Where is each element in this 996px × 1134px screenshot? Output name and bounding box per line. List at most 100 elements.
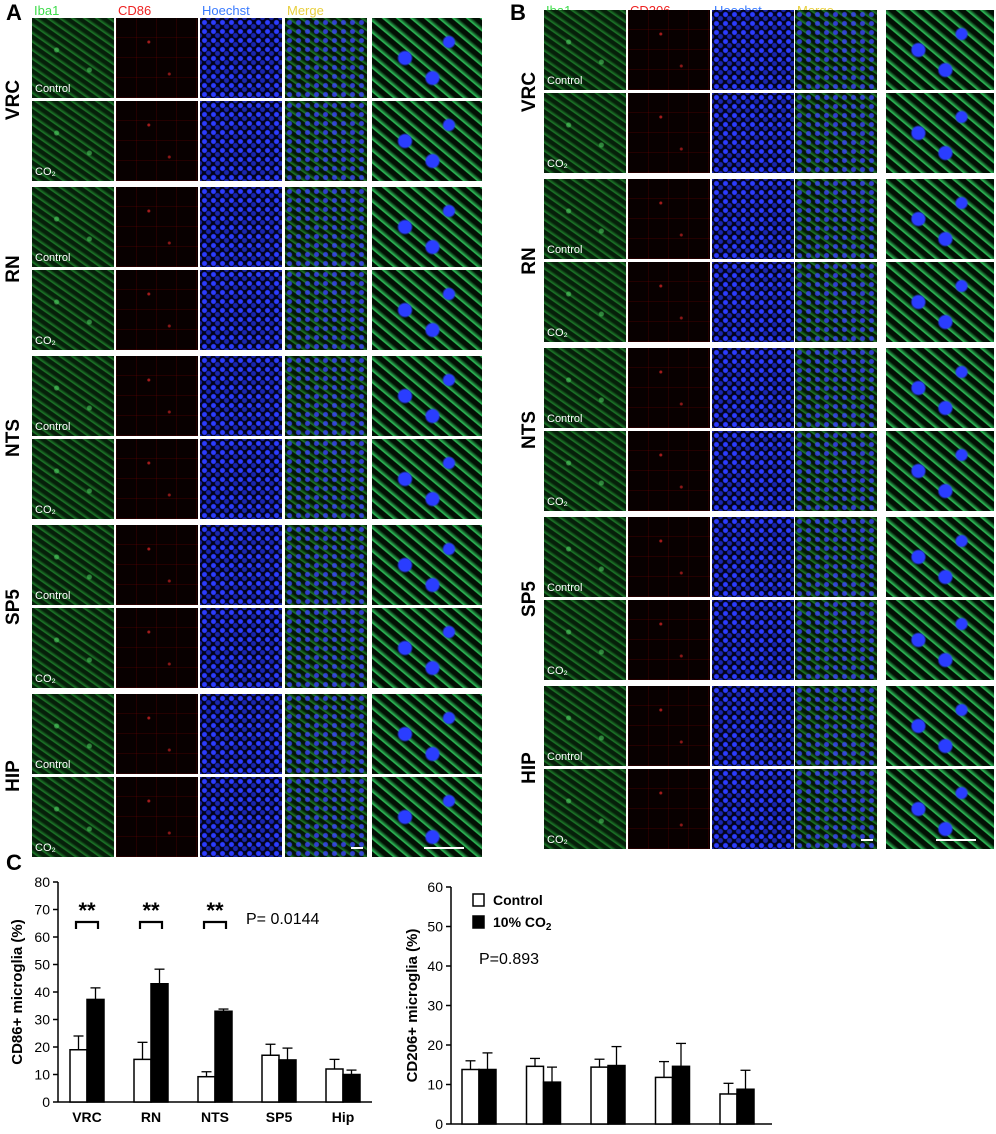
condition-label: Control: [547, 75, 583, 87]
y-tick-label: 60: [427, 879, 443, 895]
micrograph-nts-co2-hoechst: [712, 431, 794, 511]
micrograph-nts-control-iba1: Control: [544, 348, 626, 428]
bar-control: [461, 1068, 480, 1125]
scale-bar: [351, 847, 363, 849]
condition-label: Control: [35, 83, 71, 95]
micrograph-nts-co2-merge: [795, 431, 877, 511]
micrograph-hip-control-iba1: Control: [32, 694, 114, 774]
micrograph-hip-co2-zoom: [372, 777, 482, 857]
micrograph-rn-co2-hoechst: [712, 262, 794, 342]
micrograph-rn-co2-zoom: [886, 262, 994, 342]
micrograph-nts-control-hoechst: [712, 348, 794, 428]
micrograph-sp5-control-zoom: [372, 525, 482, 605]
legend-swatch-co2: [472, 915, 485, 929]
bar-control: [525, 1065, 545, 1125]
region-label-sp5: SP5: [519, 580, 540, 617]
y-axis-label: CD206+ microglia (%): [404, 929, 421, 1083]
condition-label: Control: [547, 244, 583, 256]
micrograph-sp5-control-merge: [795, 517, 877, 597]
significance-stars: **: [142, 898, 160, 923]
micrograph-rn-co2-zoom: [372, 270, 482, 350]
micrograph-vrc-co2-iba1: CO₂: [544, 93, 626, 173]
significance-stars: **: [78, 898, 96, 923]
bar-control: [325, 1068, 344, 1103]
micrograph-vrc-control-iba1: Control: [32, 18, 114, 98]
condition-label: CO₂: [547, 834, 568, 846]
micrograph-sp5-co2-merge: [285, 608, 367, 688]
scale-bar: [861, 839, 873, 841]
micrograph-sp5-co2-zoom: [372, 608, 482, 688]
region-label-hip: HIP: [519, 751, 540, 784]
micrograph-sp5-co2-hoechst: [200, 608, 282, 688]
region-label-sp5: SP5: [3, 588, 24, 625]
micrograph-vrc-control-marker: [116, 18, 198, 98]
condition-label: CO₂: [35, 842, 56, 854]
bar-co2: [736, 1088, 755, 1125]
micrograph-sp5-control-marker: [628, 517, 710, 597]
micrograph-nts-control-merge: [285, 356, 367, 436]
micrograph-vrc-control-zoom: [372, 18, 482, 98]
p-value-annotation: P= 0.0144: [246, 911, 320, 928]
region-label-hip: HIP: [3, 759, 24, 792]
micrograph-vrc-co2-merge: [795, 93, 877, 173]
micrograph-sp5-control-hoechst: [712, 517, 794, 597]
bar-co2: [478, 1068, 497, 1125]
micrograph-hip-co2-hoechst: [200, 777, 282, 857]
bar-co2: [671, 1065, 691, 1125]
x-tick-label: VRC: [464, 1131, 494, 1134]
micrograph-vrc-co2-zoom: [372, 101, 482, 181]
micrograph-vrc-co2-hoechst: [200, 101, 282, 181]
y-tick-label: 10: [427, 1077, 443, 1093]
micrograph-vrc-co2-zoom: [886, 93, 994, 173]
micrograph-rn-co2-marker: [628, 262, 710, 342]
micrograph-hip-co2-marker: [628, 769, 710, 849]
micrograph-sp5-control-merge: [285, 525, 367, 605]
micrograph-sp5-co2-iba1: CO₂: [32, 608, 114, 688]
bar-control: [133, 1058, 152, 1103]
micrograph-hip-control-hoechst: [712, 686, 794, 766]
y-tick-label: 70: [34, 902, 50, 918]
micrograph-hip-control-marker: [116, 694, 198, 774]
col-header-hoechst: Hoechst: [202, 3, 250, 18]
micrograph-rn-co2-hoechst: [200, 270, 282, 350]
micrograph-rn-co2-iba1: CO₂: [544, 262, 626, 342]
bar-control: [69, 1049, 88, 1103]
micrograph-hip-control-hoechst: [200, 694, 282, 774]
micrograph-hip-control-iba1: Control: [544, 686, 626, 766]
micrograph-vrc-co2-hoechst: [712, 93, 794, 173]
y-tick-label: 50: [427, 919, 443, 935]
micrograph-rn-control-marker: [628, 179, 710, 259]
scale-bar: [936, 839, 976, 841]
micrograph-rn-control-merge: [285, 187, 367, 267]
condition-label: CO₂: [547, 665, 568, 677]
y-tick-label: 60: [34, 929, 50, 945]
micrograph-rn-co2-marker: [116, 270, 198, 350]
col-header-cd86: CD86: [118, 3, 152, 18]
micrograph-rn-control-hoechst: [200, 187, 282, 267]
micrograph-sp5-co2-zoom: [886, 600, 994, 680]
micrograph-nts-control-merge: [795, 348, 877, 428]
y-tick-label: 50: [34, 957, 50, 973]
bar-co2: [214, 1010, 233, 1103]
region-label-vrc: VRC: [3, 79, 24, 120]
x-tick-label: Hip: [332, 1109, 355, 1125]
micrograph-sp5-co2-iba1: CO₂: [544, 600, 626, 680]
micrograph-vrc-co2-iba1: CO₂: [32, 101, 114, 181]
condition-label: Control: [547, 751, 583, 763]
micrograph-nts-co2-hoechst: [200, 439, 282, 519]
micrograph-rn-control-merge: [795, 179, 877, 259]
micrograph-hip-co2-zoom: [886, 769, 994, 849]
condition-label: Control: [35, 252, 71, 264]
y-tick-label: 40: [34, 984, 50, 1000]
micrograph-vrc-control-hoechst: [712, 10, 794, 90]
bar-co2: [342, 1073, 361, 1103]
x-tick-label: VRC: [72, 1109, 102, 1125]
micrograph-hip-co2-iba1: CO₂: [32, 777, 114, 857]
significance-bracket: [202, 920, 228, 929]
micrograph-vrc-control-marker: [628, 10, 710, 90]
y-tick-label: 10: [34, 1067, 50, 1083]
significance-bracket: [138, 920, 164, 929]
micrograph-sp5-co2-merge: [795, 600, 877, 680]
micrograph-sp5-co2-hoechst: [712, 600, 794, 680]
panel-a-letter: A: [6, 0, 22, 25]
